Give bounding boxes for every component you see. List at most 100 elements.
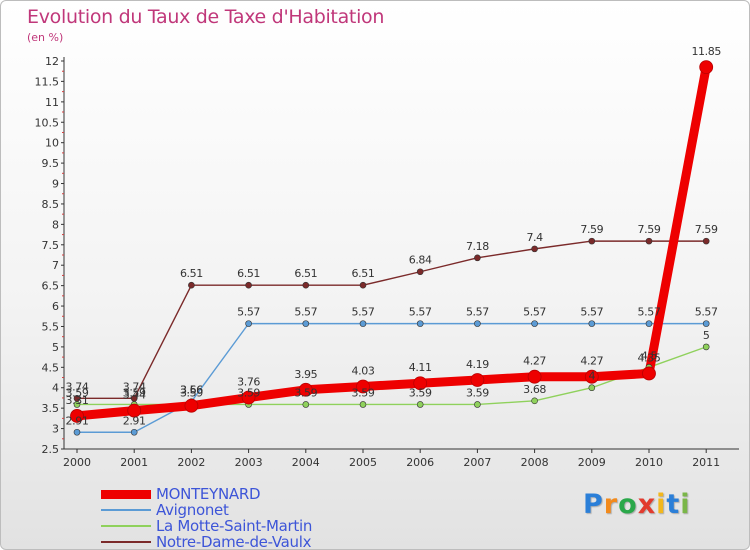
data-point bbox=[702, 320, 710, 327]
data-point bbox=[298, 382, 313, 397]
x-tick-label: 2001 bbox=[120, 456, 148, 469]
data-label: 4 bbox=[588, 370, 595, 383]
y-tick-label: 10 bbox=[45, 137, 59, 150]
series-line-notre-dame-de-vaulx bbox=[76, 240, 707, 400]
data-label: 3.74 bbox=[66, 380, 89, 393]
series-line-monteynard bbox=[72, 62, 711, 421]
data-label: 5.57 bbox=[352, 306, 375, 319]
data-point bbox=[188, 281, 195, 289]
data-point bbox=[699, 60, 714, 75]
y-tick-label: 2.5 bbox=[42, 443, 60, 456]
data-point bbox=[527, 369, 542, 384]
data-point bbox=[302, 281, 310, 289]
data-label: 3.59 bbox=[180, 386, 203, 399]
data-point bbox=[584, 369, 599, 384]
data-point bbox=[474, 254, 481, 262]
data-label: 4.11 bbox=[409, 361, 432, 374]
x-tick-label: 2005 bbox=[349, 456, 377, 469]
data-label: 3.56 bbox=[180, 384, 203, 397]
data-label: 3.76 bbox=[237, 376, 260, 389]
y-tick-label: 10.5 bbox=[35, 116, 60, 129]
y-tick-label: 8.5 bbox=[42, 198, 60, 211]
data-point bbox=[416, 401, 424, 408]
x-tick-label: 2006 bbox=[406, 456, 434, 469]
data-label: 3.59 bbox=[66, 386, 89, 399]
data-point bbox=[70, 409, 84, 423]
data-point bbox=[413, 376, 428, 391]
data-label: 7.18 bbox=[466, 240, 489, 253]
data-label: 3.44 bbox=[123, 389, 146, 402]
data-label: 3.74 bbox=[123, 380, 146, 393]
chart-title: Evolution du Taux de Taxe d'Habitation bbox=[27, 6, 385, 28]
x-tick-label: 2003 bbox=[235, 456, 263, 469]
x-tick-label: 2011 bbox=[692, 456, 720, 469]
x-tick-label: 2008 bbox=[521, 456, 549, 469]
data-label: 3.59 bbox=[409, 386, 432, 399]
data-label: 3.95 bbox=[294, 368, 317, 381]
data-point bbox=[359, 320, 367, 327]
data-label: 3.59 bbox=[294, 386, 317, 399]
data-label: 11.85 bbox=[691, 45, 721, 58]
data-label: 7.59 bbox=[638, 223, 661, 236]
data-label: 5.57 bbox=[695, 306, 718, 319]
y-tick-label: 9 bbox=[52, 178, 59, 191]
logo-letter: i bbox=[656, 489, 667, 520]
data-point bbox=[702, 237, 710, 245]
legend-label: La Motte-Saint-Martin bbox=[156, 517, 313, 535]
data-label: 2.91 bbox=[123, 414, 146, 427]
legend-swatch bbox=[101, 541, 151, 543]
data-label: 4.27 bbox=[523, 355, 546, 368]
data-point bbox=[245, 281, 252, 289]
data-label: 5.57 bbox=[409, 306, 432, 319]
y-tick-label: 5.5 bbox=[42, 320, 60, 333]
data-point bbox=[474, 401, 481, 408]
x-tick-label: 2000 bbox=[63, 456, 91, 469]
data-point bbox=[702, 343, 710, 351]
data-label: 4.35 bbox=[638, 351, 661, 364]
legend-swatch bbox=[101, 509, 151, 511]
data-point bbox=[359, 281, 367, 289]
data-label: 3.31 bbox=[66, 394, 89, 407]
y-tick-label: 11 bbox=[45, 96, 59, 109]
data-label: 4.03 bbox=[352, 365, 375, 378]
data-label: 6.51 bbox=[352, 267, 375, 280]
logo-letter: r bbox=[603, 489, 619, 520]
y-tick-label: 6 bbox=[52, 300, 59, 313]
data-point bbox=[531, 320, 538, 327]
y-tick-label: 4.5 bbox=[42, 361, 60, 374]
logo-letter: x bbox=[637, 489, 657, 520]
y-tick-label: 3.5 bbox=[42, 402, 60, 415]
data-label: 4.19 bbox=[466, 358, 489, 371]
x-tick-label: 2007 bbox=[463, 456, 491, 469]
data-point bbox=[241, 390, 256, 405]
x-tick-label: 2009 bbox=[578, 456, 606, 469]
legend-swatch bbox=[101, 525, 151, 527]
legend-swatch bbox=[101, 489, 151, 499]
data-label: 3.66 bbox=[180, 384, 203, 397]
data-point bbox=[130, 428, 138, 436]
chart-subtitle: (en %) bbox=[27, 31, 64, 44]
data-label: 6.51 bbox=[294, 267, 317, 280]
data-point bbox=[73, 401, 81, 408]
data-label: 3.68 bbox=[523, 383, 546, 396]
legend-label: MONTEYNARD bbox=[156, 485, 261, 503]
y-tick-label: 7 bbox=[52, 259, 59, 272]
data-label: 4.5 bbox=[641, 349, 658, 362]
data-point bbox=[184, 398, 199, 413]
y-tick-label: 8 bbox=[52, 218, 59, 231]
data-point bbox=[245, 320, 252, 327]
data-label: 4.27 bbox=[580, 355, 603, 368]
logo-letter: t bbox=[666, 489, 681, 520]
data-label: 3.59 bbox=[352, 386, 375, 399]
data-point bbox=[588, 384, 596, 392]
data-point bbox=[588, 320, 596, 327]
data-point bbox=[588, 237, 596, 245]
data-point bbox=[127, 403, 142, 418]
data-label: 5 bbox=[703, 329, 710, 342]
data-label: 3.59 bbox=[466, 386, 489, 399]
data-point bbox=[356, 379, 370, 394]
data-label: 5.57 bbox=[523, 306, 546, 319]
y-tick-label: 11.5 bbox=[35, 75, 60, 88]
